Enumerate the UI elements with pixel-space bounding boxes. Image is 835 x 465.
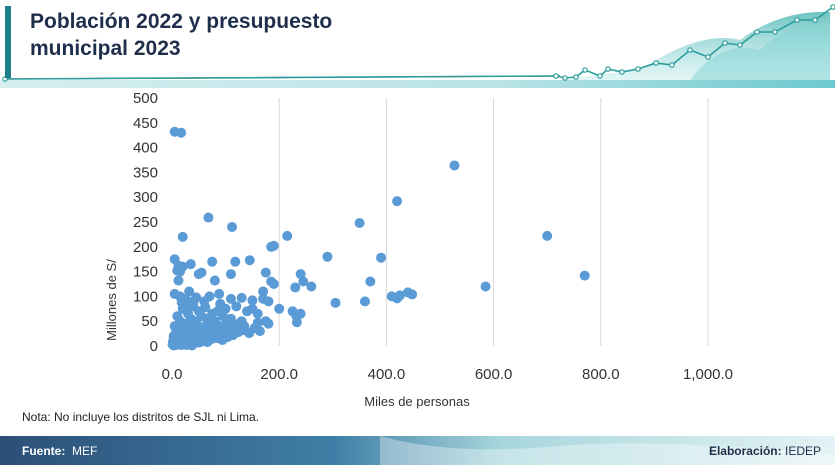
elaboration-value: IEDEP	[784, 444, 821, 458]
x-tick-label: 0.0	[162, 366, 183, 383]
title-line-1: Población 2022 y presupuesto	[30, 10, 333, 33]
data-point	[268, 279, 279, 289]
data-point	[176, 127, 187, 138]
data-point	[258, 286, 269, 297]
y-tick-label: 150	[133, 264, 158, 281]
y-axis-label: Millones de S/	[104, 259, 119, 341]
data-point	[184, 286, 195, 297]
data-point	[225, 293, 236, 304]
source-value: MEF	[72, 444, 98, 458]
data-point	[203, 212, 214, 223]
data-point	[244, 255, 255, 266]
data-point	[175, 266, 186, 277]
x-tick-label: 200.0	[260, 366, 298, 383]
data-point	[263, 318, 274, 329]
data-point	[263, 296, 274, 307]
data-point	[290, 282, 301, 293]
scatter-chart: 0 50 100 150 200 250 300 350 400 450 500 0.0 200.0 4…	[104, 90, 733, 409]
x-axis-label: Miles de personas	[364, 394, 470, 409]
y-tick-label: 0	[150, 338, 158, 355]
data-point	[207, 256, 218, 267]
data-point	[407, 289, 418, 300]
title-line-2: municipal 2023	[30, 37, 181, 60]
data-point	[376, 252, 387, 263]
y-tick-label: 100	[133, 288, 158, 305]
data-point	[225, 269, 236, 280]
data-point	[227, 221, 238, 232]
source-label: Fuente:	[22, 444, 66, 458]
data-point	[330, 297, 341, 308]
y-tick-label: 50	[141, 313, 158, 330]
data-point	[298, 276, 309, 287]
y-axis-ticks: 0 50 100 150 200 250 300 350 400 450 500	[133, 90, 158, 355]
data-point	[236, 292, 247, 303]
data-point	[322, 251, 333, 262]
page-title: Población 2022 y presupuesto municipal 2…	[30, 8, 410, 62]
header: Población 2022 y presupuesto municipal 2…	[0, 0, 835, 88]
data-point	[177, 231, 188, 242]
data-point	[260, 267, 271, 278]
x-tick-label: 400.0	[368, 366, 406, 383]
data-point	[354, 217, 365, 228]
data-point	[172, 311, 183, 322]
data-point	[579, 270, 590, 281]
data-point	[230, 256, 241, 267]
data-point	[274, 303, 285, 314]
data-point	[247, 295, 258, 306]
data-point	[542, 230, 553, 241]
x-axis-ticks: 0.0 200.0 400.0 600.0 800.0 1,000.0	[162, 366, 733, 383]
data-point	[268, 240, 279, 251]
title-accent-bar	[5, 6, 11, 78]
header-trend-decoration	[0, 4, 835, 88]
data-point	[200, 302, 211, 313]
y-tick-label: 450	[133, 115, 158, 132]
data-point	[196, 267, 207, 278]
y-tick-label: 200	[133, 239, 158, 256]
data-point	[173, 275, 184, 286]
y-tick-label: 500	[133, 90, 158, 107]
data-point	[359, 296, 370, 307]
chart-note: Nota: No incluye los distritos de SJL ni…	[22, 410, 259, 424]
data-point	[282, 230, 293, 241]
x-tick-label: 600.0	[475, 366, 513, 383]
data-point	[480, 281, 491, 292]
footer: Fuente: MEF Elaboración: IEDEP	[0, 436, 835, 465]
data-point	[186, 340, 197, 351]
x-tick-label: 800.0	[582, 366, 620, 383]
data-point	[214, 288, 225, 299]
elaboration: Elaboración: IEDEP	[709, 444, 821, 458]
x-tick-label: 1,000.0	[683, 366, 733, 383]
data-point	[176, 297, 187, 308]
footer-background	[0, 436, 835, 465]
chart-gridlines	[278, 98, 709, 346]
data-point	[220, 303, 231, 314]
data-point	[365, 276, 376, 287]
data-point	[231, 301, 242, 312]
data-point	[394, 290, 405, 301]
y-tick-label: 250	[133, 214, 158, 231]
chart-points	[167, 126, 590, 351]
y-tick-label: 350	[133, 164, 158, 181]
data-point	[252, 308, 263, 319]
data-point	[306, 281, 317, 292]
y-tick-label: 400	[133, 140, 158, 157]
data-point	[392, 196, 403, 207]
data-point	[291, 317, 302, 328]
data-point	[209, 275, 220, 286]
y-tick-label: 300	[133, 189, 158, 206]
data-point	[185, 259, 196, 270]
data-point	[254, 326, 265, 337]
data-point	[188, 296, 199, 307]
data-point	[295, 308, 306, 319]
data-point	[449, 160, 460, 171]
elaboration-label: Elaboración:	[708, 444, 782, 458]
